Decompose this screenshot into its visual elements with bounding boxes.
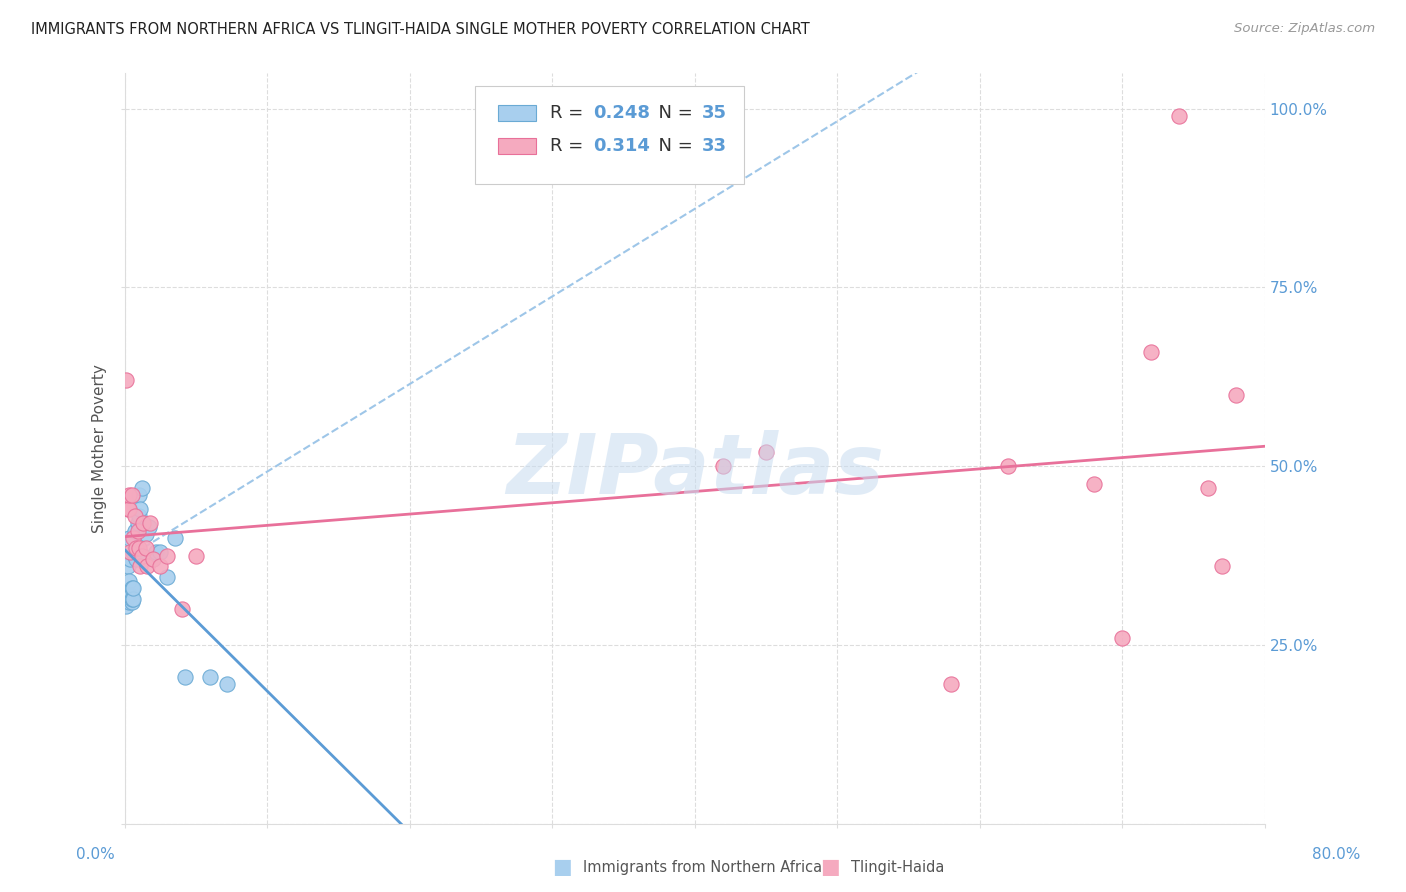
Text: R =: R =: [550, 136, 589, 155]
Point: [1211, 559, 1233, 574]
Point: [127, 524, 149, 538]
Text: ■: ■: [820, 857, 839, 877]
Point: [124, 549, 146, 563]
Point: [132, 549, 155, 563]
Point: [142, 552, 165, 566]
Point: [1083, 477, 1105, 491]
Point: [163, 531, 186, 545]
Point: [121, 595, 143, 609]
Point: [142, 552, 165, 566]
Point: [122, 545, 145, 559]
Point: [125, 545, 148, 559]
Text: ZIPatlas: ZIPatlas: [506, 431, 884, 511]
Point: [121, 488, 143, 502]
Point: [217, 677, 239, 691]
Point: [941, 677, 963, 691]
Point: [149, 545, 172, 559]
Point: [1225, 388, 1247, 402]
Point: [755, 445, 778, 459]
Text: IMMIGRANTS FROM NORTHERN AFRICA VS TLINGIT-HAIDA SINGLE MOTHER POVERTY CORRELATI: IMMIGRANTS FROM NORTHERN AFRICA VS TLING…: [31, 22, 810, 37]
Point: [1111, 631, 1133, 645]
Point: [115, 374, 138, 388]
Point: [156, 570, 179, 584]
Point: [124, 524, 146, 538]
Point: [118, 488, 141, 502]
Point: [136, 559, 159, 574]
Point: [115, 591, 138, 606]
FancyBboxPatch shape: [498, 104, 536, 121]
Point: [124, 509, 146, 524]
Point: [125, 552, 148, 566]
Point: [122, 581, 145, 595]
Text: Tlingit-Haida: Tlingit-Haida: [851, 860, 943, 874]
Point: [117, 502, 139, 516]
Y-axis label: Single Mother Poverty: Single Mother Poverty: [93, 364, 107, 533]
Text: Immigrants from Northern Africa: Immigrants from Northern Africa: [583, 860, 823, 874]
Point: [128, 509, 150, 524]
Point: [117, 588, 139, 602]
Point: [121, 591, 143, 606]
Point: [118, 574, 141, 588]
Point: [120, 588, 142, 602]
Point: [132, 516, 155, 531]
Point: [200, 670, 222, 684]
Point: [138, 520, 160, 534]
Point: [118, 595, 141, 609]
Point: [139, 516, 162, 531]
Text: 0.314: 0.314: [593, 136, 650, 155]
Point: [184, 549, 207, 563]
Point: [711, 459, 734, 474]
Text: N =: N =: [647, 136, 699, 155]
Point: [122, 591, 145, 606]
Point: [156, 549, 179, 563]
Point: [117, 559, 139, 574]
FancyBboxPatch shape: [498, 137, 536, 154]
Point: [128, 488, 150, 502]
Point: [128, 541, 150, 556]
Point: [129, 559, 152, 574]
Point: [120, 545, 142, 559]
Text: 35: 35: [702, 103, 727, 122]
Point: [131, 549, 153, 563]
Point: [118, 531, 141, 545]
Text: 80.0%: 80.0%: [1312, 847, 1360, 862]
Point: [135, 527, 157, 541]
Text: 33: 33: [702, 136, 727, 155]
Text: 0.0%: 0.0%: [76, 847, 115, 862]
Point: [131, 481, 153, 495]
Point: [1168, 109, 1191, 123]
Point: [118, 502, 141, 516]
Text: 0.248: 0.248: [593, 103, 651, 122]
Text: ■: ■: [553, 857, 572, 877]
Point: [121, 581, 143, 595]
Point: [135, 541, 157, 556]
Point: [170, 602, 193, 616]
FancyBboxPatch shape: [475, 86, 744, 184]
Point: [997, 459, 1019, 474]
Point: [125, 541, 148, 556]
Point: [120, 552, 142, 566]
Point: [127, 516, 149, 531]
Point: [145, 545, 167, 559]
Point: [173, 670, 195, 684]
Text: Source: ZipAtlas.com: Source: ZipAtlas.com: [1234, 22, 1375, 36]
Point: [129, 502, 152, 516]
Point: [149, 559, 172, 574]
Point: [122, 531, 145, 545]
Text: N =: N =: [647, 103, 699, 122]
Text: R =: R =: [550, 103, 589, 122]
Point: [1140, 344, 1163, 359]
Point: [115, 599, 138, 613]
Point: [1197, 481, 1219, 495]
